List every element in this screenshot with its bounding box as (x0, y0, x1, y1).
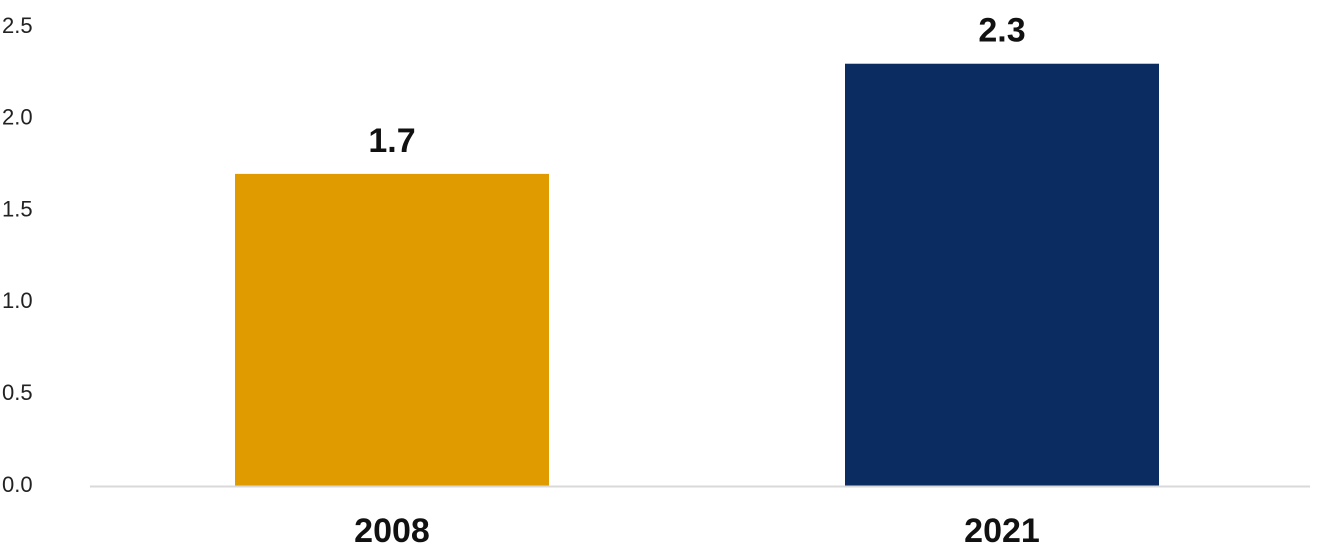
bar-2008 (235, 173, 549, 486)
y-tick-label: 1.5 (2, 196, 33, 221)
x-tick-label: 2008 (354, 512, 430, 550)
x-tick-label: 2021 (964, 512, 1040, 550)
y-tick-label: 0.5 (2, 380, 33, 405)
bars: 1.7 2.3 (235, 12, 1159, 486)
y-tick-label: 1.0 (2, 288, 33, 313)
data-label: 2.3 (978, 12, 1025, 50)
data-label: 1.7 (368, 122, 415, 160)
y-tick-label: 0.0 (2, 472, 33, 497)
y-axis: 0.0 0.5 1.0 1.5 2.0 2.5 (2, 13, 33, 497)
y-tick-label: 2.0 (2, 105, 33, 130)
bar-2021 (845, 63, 1159, 486)
y-tick-label: 2.5 (2, 13, 33, 38)
x-axis: 2008 2021 (354, 512, 1040, 550)
